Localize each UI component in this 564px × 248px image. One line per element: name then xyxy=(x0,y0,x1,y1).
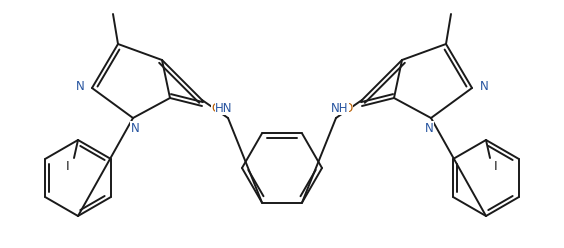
Text: I: I xyxy=(66,159,70,173)
Text: N: N xyxy=(479,80,488,93)
Text: NH: NH xyxy=(331,101,349,115)
Text: O: O xyxy=(212,101,221,115)
Text: N: N xyxy=(425,122,433,134)
Text: I: I xyxy=(494,159,498,173)
Text: HN: HN xyxy=(215,101,233,115)
Text: O: O xyxy=(343,101,352,115)
Text: N: N xyxy=(76,80,85,93)
Text: N: N xyxy=(131,122,139,134)
